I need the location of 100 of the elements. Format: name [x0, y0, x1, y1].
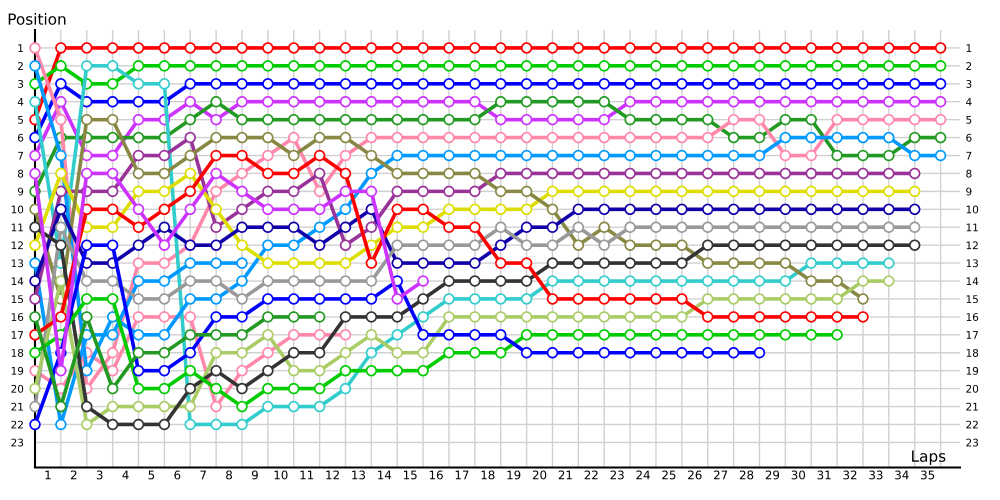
point	[572, 150, 584, 162]
point	[417, 60, 429, 72]
point	[314, 329, 326, 341]
point	[728, 96, 740, 108]
point	[392, 150, 403, 162]
point	[624, 132, 636, 144]
point	[443, 347, 455, 358]
point	[469, 293, 481, 305]
point	[676, 239, 688, 251]
point	[210, 347, 222, 358]
point	[806, 150, 817, 162]
point	[650, 347, 662, 358]
point	[236, 222, 248, 233]
point	[572, 168, 584, 180]
point	[210, 168, 222, 180]
point	[780, 257, 792, 269]
point	[106, 418, 118, 430]
point	[598, 42, 610, 54]
point	[934, 150, 946, 162]
point	[572, 222, 584, 233]
point	[702, 150, 714, 162]
point	[184, 168, 196, 180]
point	[728, 114, 740, 126]
point	[288, 329, 300, 341]
point	[754, 150, 766, 162]
point	[184, 257, 196, 269]
point	[288, 347, 300, 358]
point	[831, 42, 843, 54]
point	[546, 186, 558, 198]
point	[624, 329, 636, 341]
point	[288, 257, 300, 269]
point	[288, 364, 300, 376]
x-tick-label: 33	[869, 470, 882, 480]
point	[210, 222, 222, 233]
point	[158, 168, 170, 180]
point	[366, 150, 378, 162]
point	[728, 150, 740, 162]
point	[702, 275, 714, 287]
point	[598, 96, 610, 108]
x-tick-label: 8	[226, 470, 232, 480]
point	[650, 78, 662, 90]
point	[676, 311, 688, 323]
point	[676, 78, 688, 90]
point	[288, 293, 300, 305]
point	[314, 78, 326, 90]
point	[210, 275, 222, 287]
point	[55, 78, 67, 90]
point	[883, 186, 895, 198]
point	[469, 347, 481, 358]
x-tick-label: 22	[584, 470, 598, 480]
point	[469, 239, 481, 251]
point	[236, 293, 248, 305]
point	[262, 222, 274, 233]
point	[469, 222, 481, 233]
point	[624, 257, 636, 269]
point	[236, 132, 248, 144]
point	[210, 96, 222, 108]
point	[106, 364, 118, 376]
point	[443, 60, 455, 72]
point	[546, 96, 558, 108]
point	[909, 114, 920, 126]
point	[158, 239, 170, 251]
point	[184, 150, 196, 162]
point	[495, 150, 506, 162]
point	[546, 347, 558, 358]
point	[262, 132, 274, 144]
point	[366, 168, 378, 180]
point	[728, 239, 740, 251]
point	[469, 168, 481, 180]
point	[55, 114, 67, 126]
point	[236, 311, 248, 323]
point	[650, 96, 662, 108]
point	[106, 400, 118, 412]
point	[236, 239, 248, 251]
point	[184, 96, 196, 108]
point	[314, 222, 326, 233]
point	[443, 42, 455, 54]
y2-tick-label: 6	[966, 134, 972, 142]
point	[806, 311, 817, 323]
point	[780, 168, 792, 180]
point	[29, 96, 41, 108]
point	[495, 204, 506, 215]
point	[676, 114, 688, 126]
point	[754, 60, 766, 72]
point	[158, 150, 170, 162]
point	[340, 150, 352, 162]
point	[158, 364, 170, 376]
y2-tick-label: 18	[966, 348, 978, 357]
point	[417, 329, 429, 341]
point	[236, 168, 248, 180]
point	[262, 400, 274, 412]
point	[831, 114, 843, 126]
point	[754, 222, 766, 233]
point	[780, 293, 792, 305]
point	[624, 347, 636, 358]
y-tick-label: 14	[12, 277, 24, 285]
y2-tick-label: 20	[966, 384, 978, 393]
point	[702, 78, 714, 90]
point	[754, 311, 766, 323]
point	[831, 293, 843, 305]
